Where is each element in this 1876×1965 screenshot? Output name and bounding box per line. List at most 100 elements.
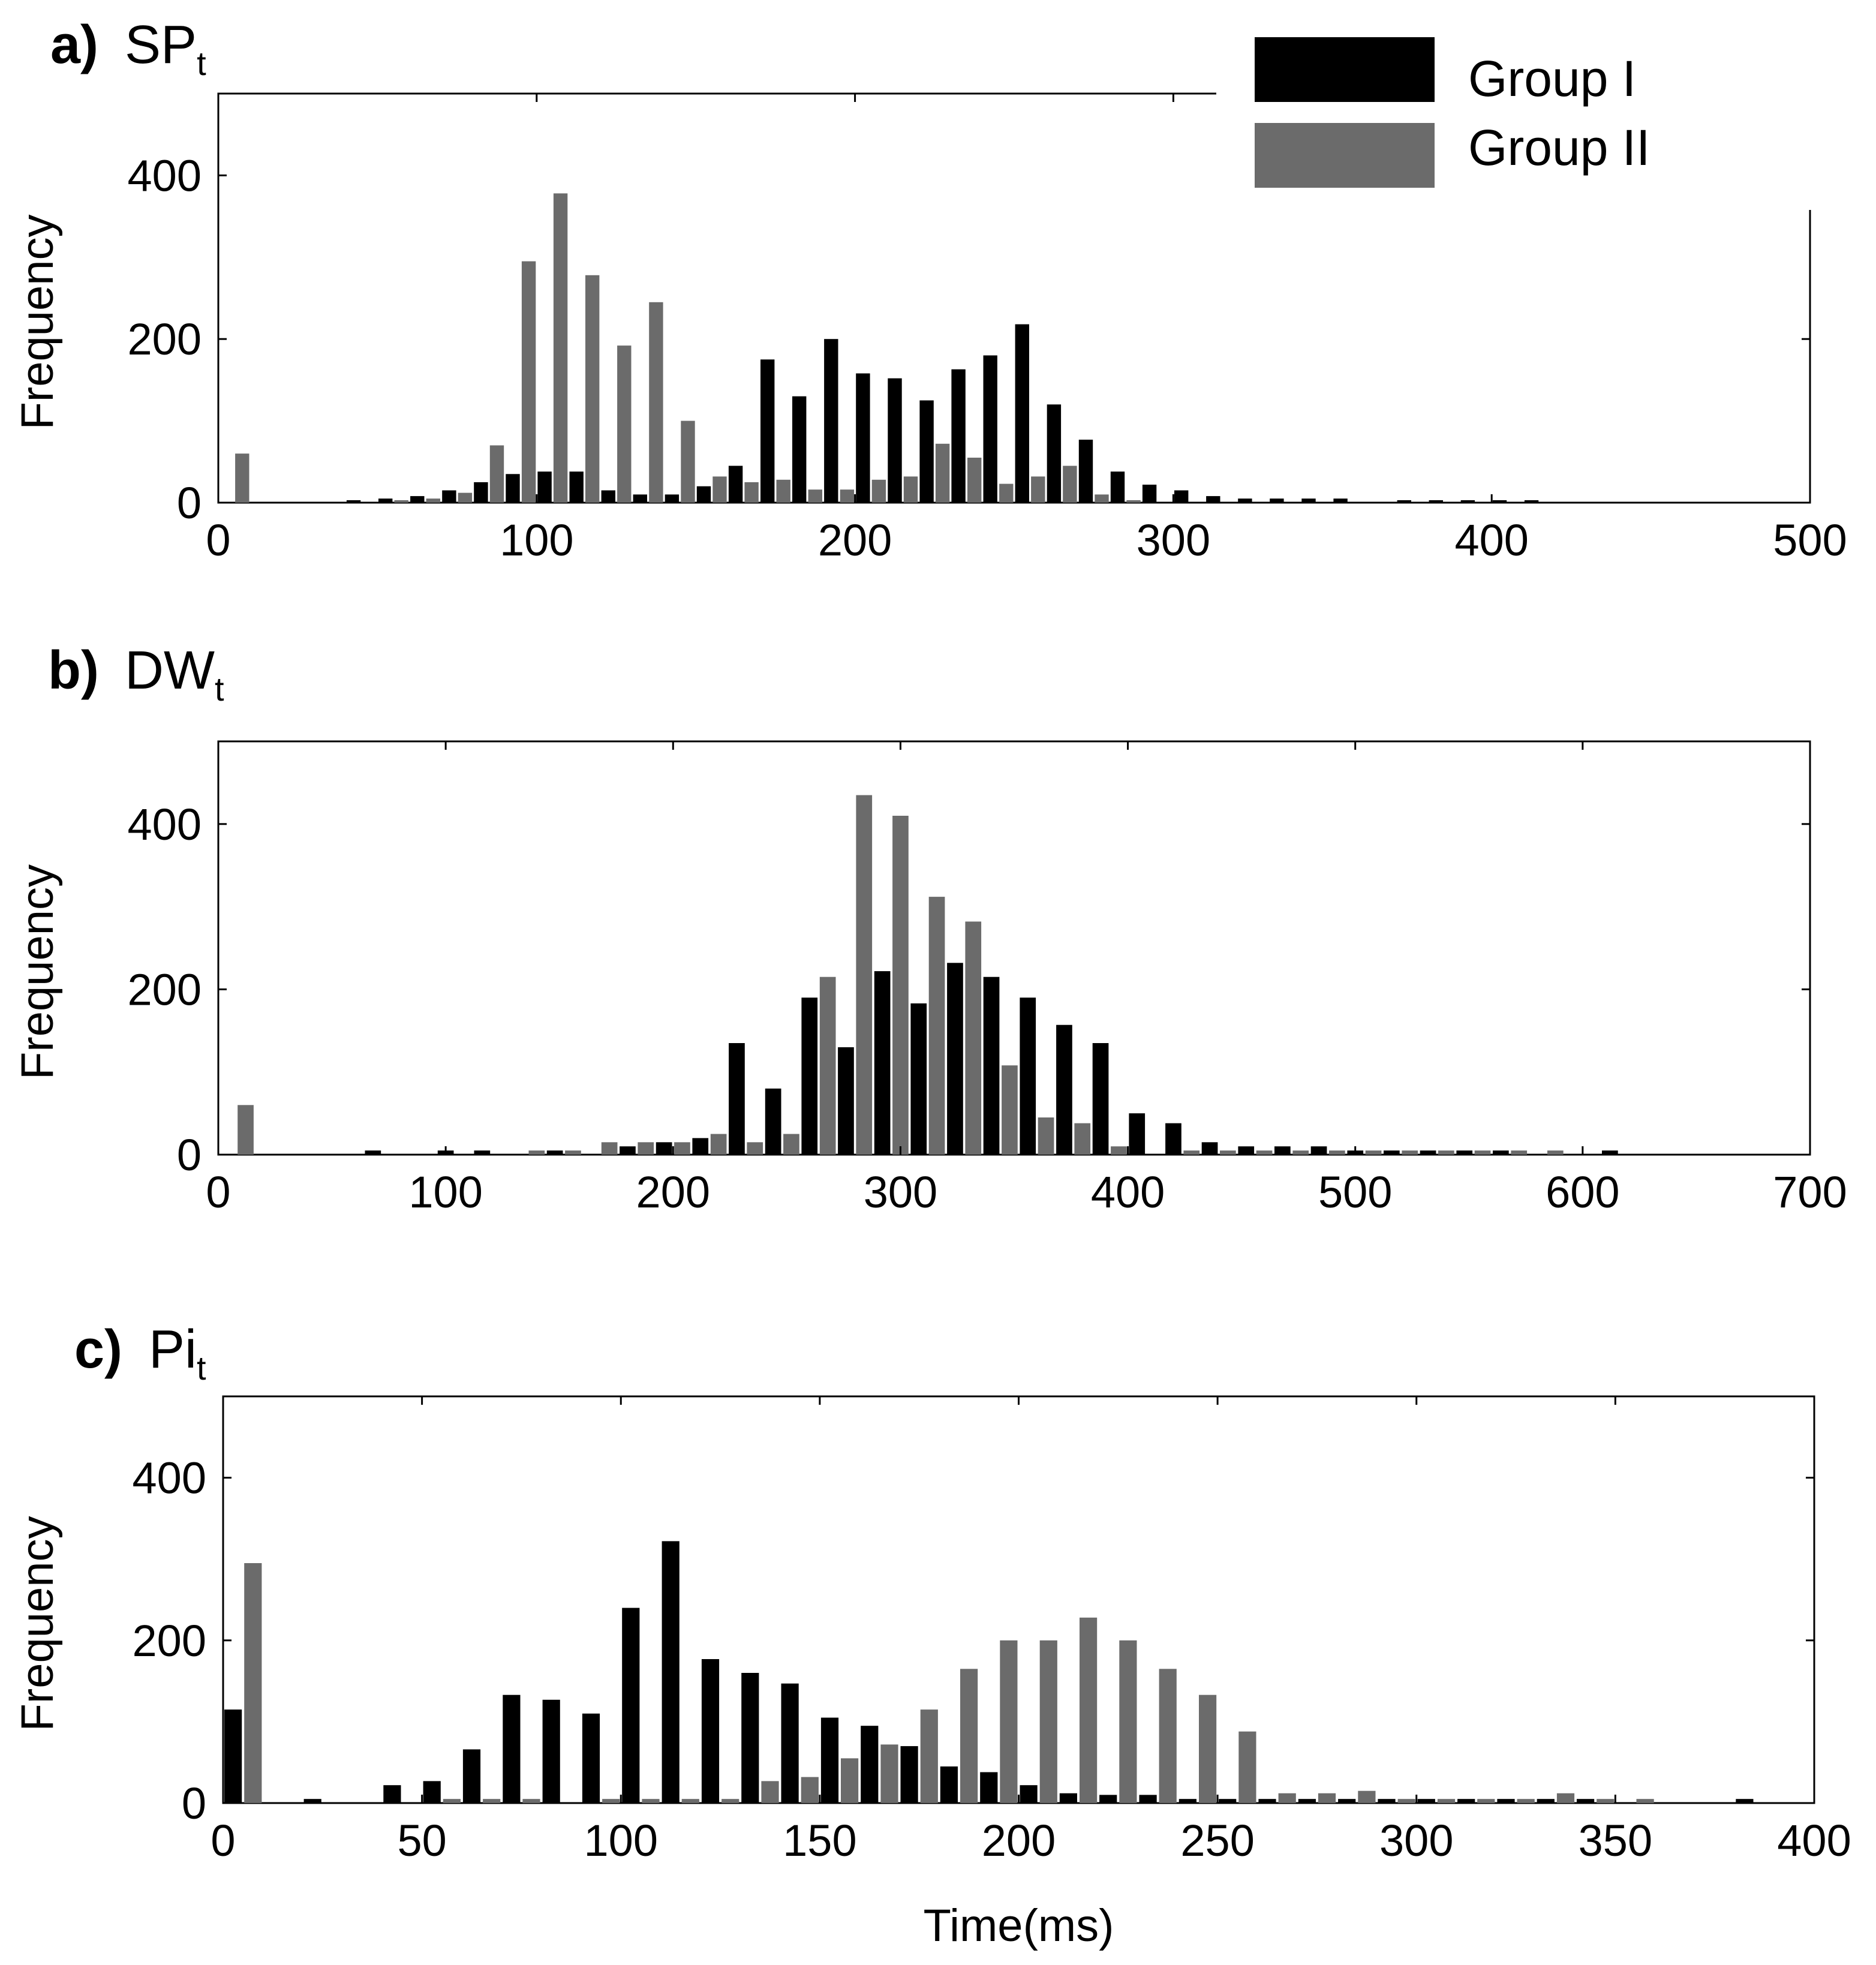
bar <box>1080 1617 1098 1803</box>
bar <box>701 1659 720 1803</box>
bar <box>1517 1799 1535 1803</box>
bar <box>426 498 440 503</box>
bar <box>1477 1799 1495 1803</box>
bar <box>1220 1150 1236 1155</box>
x-tick-label: 200 <box>818 515 892 565</box>
panel-b-title: DWt <box>125 641 224 708</box>
x-tick-label: 300 <box>1379 1816 1453 1865</box>
bar <box>394 500 408 503</box>
panel-b-ylabel: Frequency <box>12 864 63 1080</box>
bar <box>1238 1731 1256 1803</box>
bar <box>602 1799 620 1803</box>
legend-label-group-2: Group II <box>1468 119 1650 176</box>
bar <box>1274 1146 1291 1155</box>
bar <box>638 1142 654 1155</box>
bar <box>1238 498 1252 503</box>
legend-swatch-group-1 <box>1255 37 1435 102</box>
x-tick-label: 150 <box>783 1816 856 1865</box>
bar <box>1199 1694 1217 1803</box>
bar <box>1000 1640 1018 1803</box>
bar <box>781 1683 799 1803</box>
bar <box>553 193 568 503</box>
y-tick-label: 400 <box>128 800 202 849</box>
bar <box>819 977 836 1155</box>
bar <box>983 355 997 503</box>
panel-c-title: Pit <box>149 1320 206 1387</box>
panel-a-letter: a) <box>50 15 98 75</box>
bar <box>537 471 552 503</box>
y-tick-label: 200 <box>128 965 202 1014</box>
bar <box>729 1043 745 1155</box>
bar <box>1031 476 1045 503</box>
panel-b-letter: b) <box>48 641 99 701</box>
bar <box>633 494 647 503</box>
y-tick-label: 400 <box>128 151 202 200</box>
bar <box>1258 1799 1276 1803</box>
bar <box>1119 1640 1137 1803</box>
bars-a <box>235 193 1539 503</box>
panel-c-letter: c) <box>74 1320 122 1380</box>
bar <box>1139 1795 1157 1803</box>
bar <box>1059 1793 1077 1803</box>
bar <box>1038 1117 1054 1155</box>
bar <box>820 1717 839 1803</box>
bar <box>1159 1669 1177 1803</box>
bar <box>728 465 743 503</box>
bar <box>1201 1142 1218 1155</box>
bar <box>681 1799 699 1803</box>
bar <box>1429 500 1443 503</box>
bar <box>919 400 934 503</box>
bar <box>1238 1146 1255 1155</box>
bar <box>903 476 918 503</box>
x-tick-label: 0 <box>211 1816 235 1865</box>
bar <box>760 359 775 503</box>
bar <box>947 963 963 1155</box>
y-tick-label: 200 <box>128 314 202 364</box>
bar <box>1095 494 1109 503</box>
bar <box>1219 1799 1237 1803</box>
x-tick-label: 200 <box>982 1816 1056 1865</box>
bar <box>365 1150 381 1155</box>
bar <box>1015 324 1029 503</box>
bar <box>649 302 663 503</box>
bar <box>965 921 982 1155</box>
bar <box>721 1799 739 1803</box>
bar <box>1329 1150 1345 1155</box>
legend-swatch-group-2 <box>1255 123 1435 188</box>
bar <box>880 1744 898 1803</box>
bar <box>303 1799 321 1803</box>
x-tick-label: 100 <box>584 1816 658 1865</box>
bar <box>378 498 393 503</box>
bar <box>1417 1799 1435 1803</box>
ticks-a: 0 100 200 300 400 500 0 200 400 <box>128 94 1847 565</box>
bar <box>838 1047 854 1155</box>
panel-b-title-main: DW <box>125 641 215 701</box>
bar <box>1474 1150 1491 1155</box>
bar <box>542 1699 560 1803</box>
bar <box>601 490 615 503</box>
bar <box>1020 1785 1038 1803</box>
y-tick-label: 200 <box>133 1616 206 1666</box>
bar <box>1438 1150 1454 1155</box>
y-tick-label: 0 <box>177 1130 202 1180</box>
bar <box>617 345 632 503</box>
bar <box>967 458 982 503</box>
bar <box>521 261 536 503</box>
bar <box>1002 1065 1018 1155</box>
bar <box>522 1799 540 1803</box>
bar <box>1292 1150 1309 1155</box>
bar <box>910 1003 927 1155</box>
bar <box>744 482 759 503</box>
panel-b-title-sub: t <box>215 670 224 708</box>
bar <box>474 482 488 503</box>
bar <box>1736 1799 1754 1803</box>
ticks-c: 0 50 100 150 200 250 300 350 400 0 200 400 <box>133 1396 1851 1865</box>
bar <box>980 1772 998 1803</box>
x-tick-label: 400 <box>1091 1167 1165 1217</box>
bar <box>712 476 727 503</box>
bar <box>801 997 818 1155</box>
bar <box>999 483 1014 503</box>
bar <box>783 1134 799 1155</box>
bar <box>423 1781 441 1803</box>
bar <box>237 1105 254 1155</box>
